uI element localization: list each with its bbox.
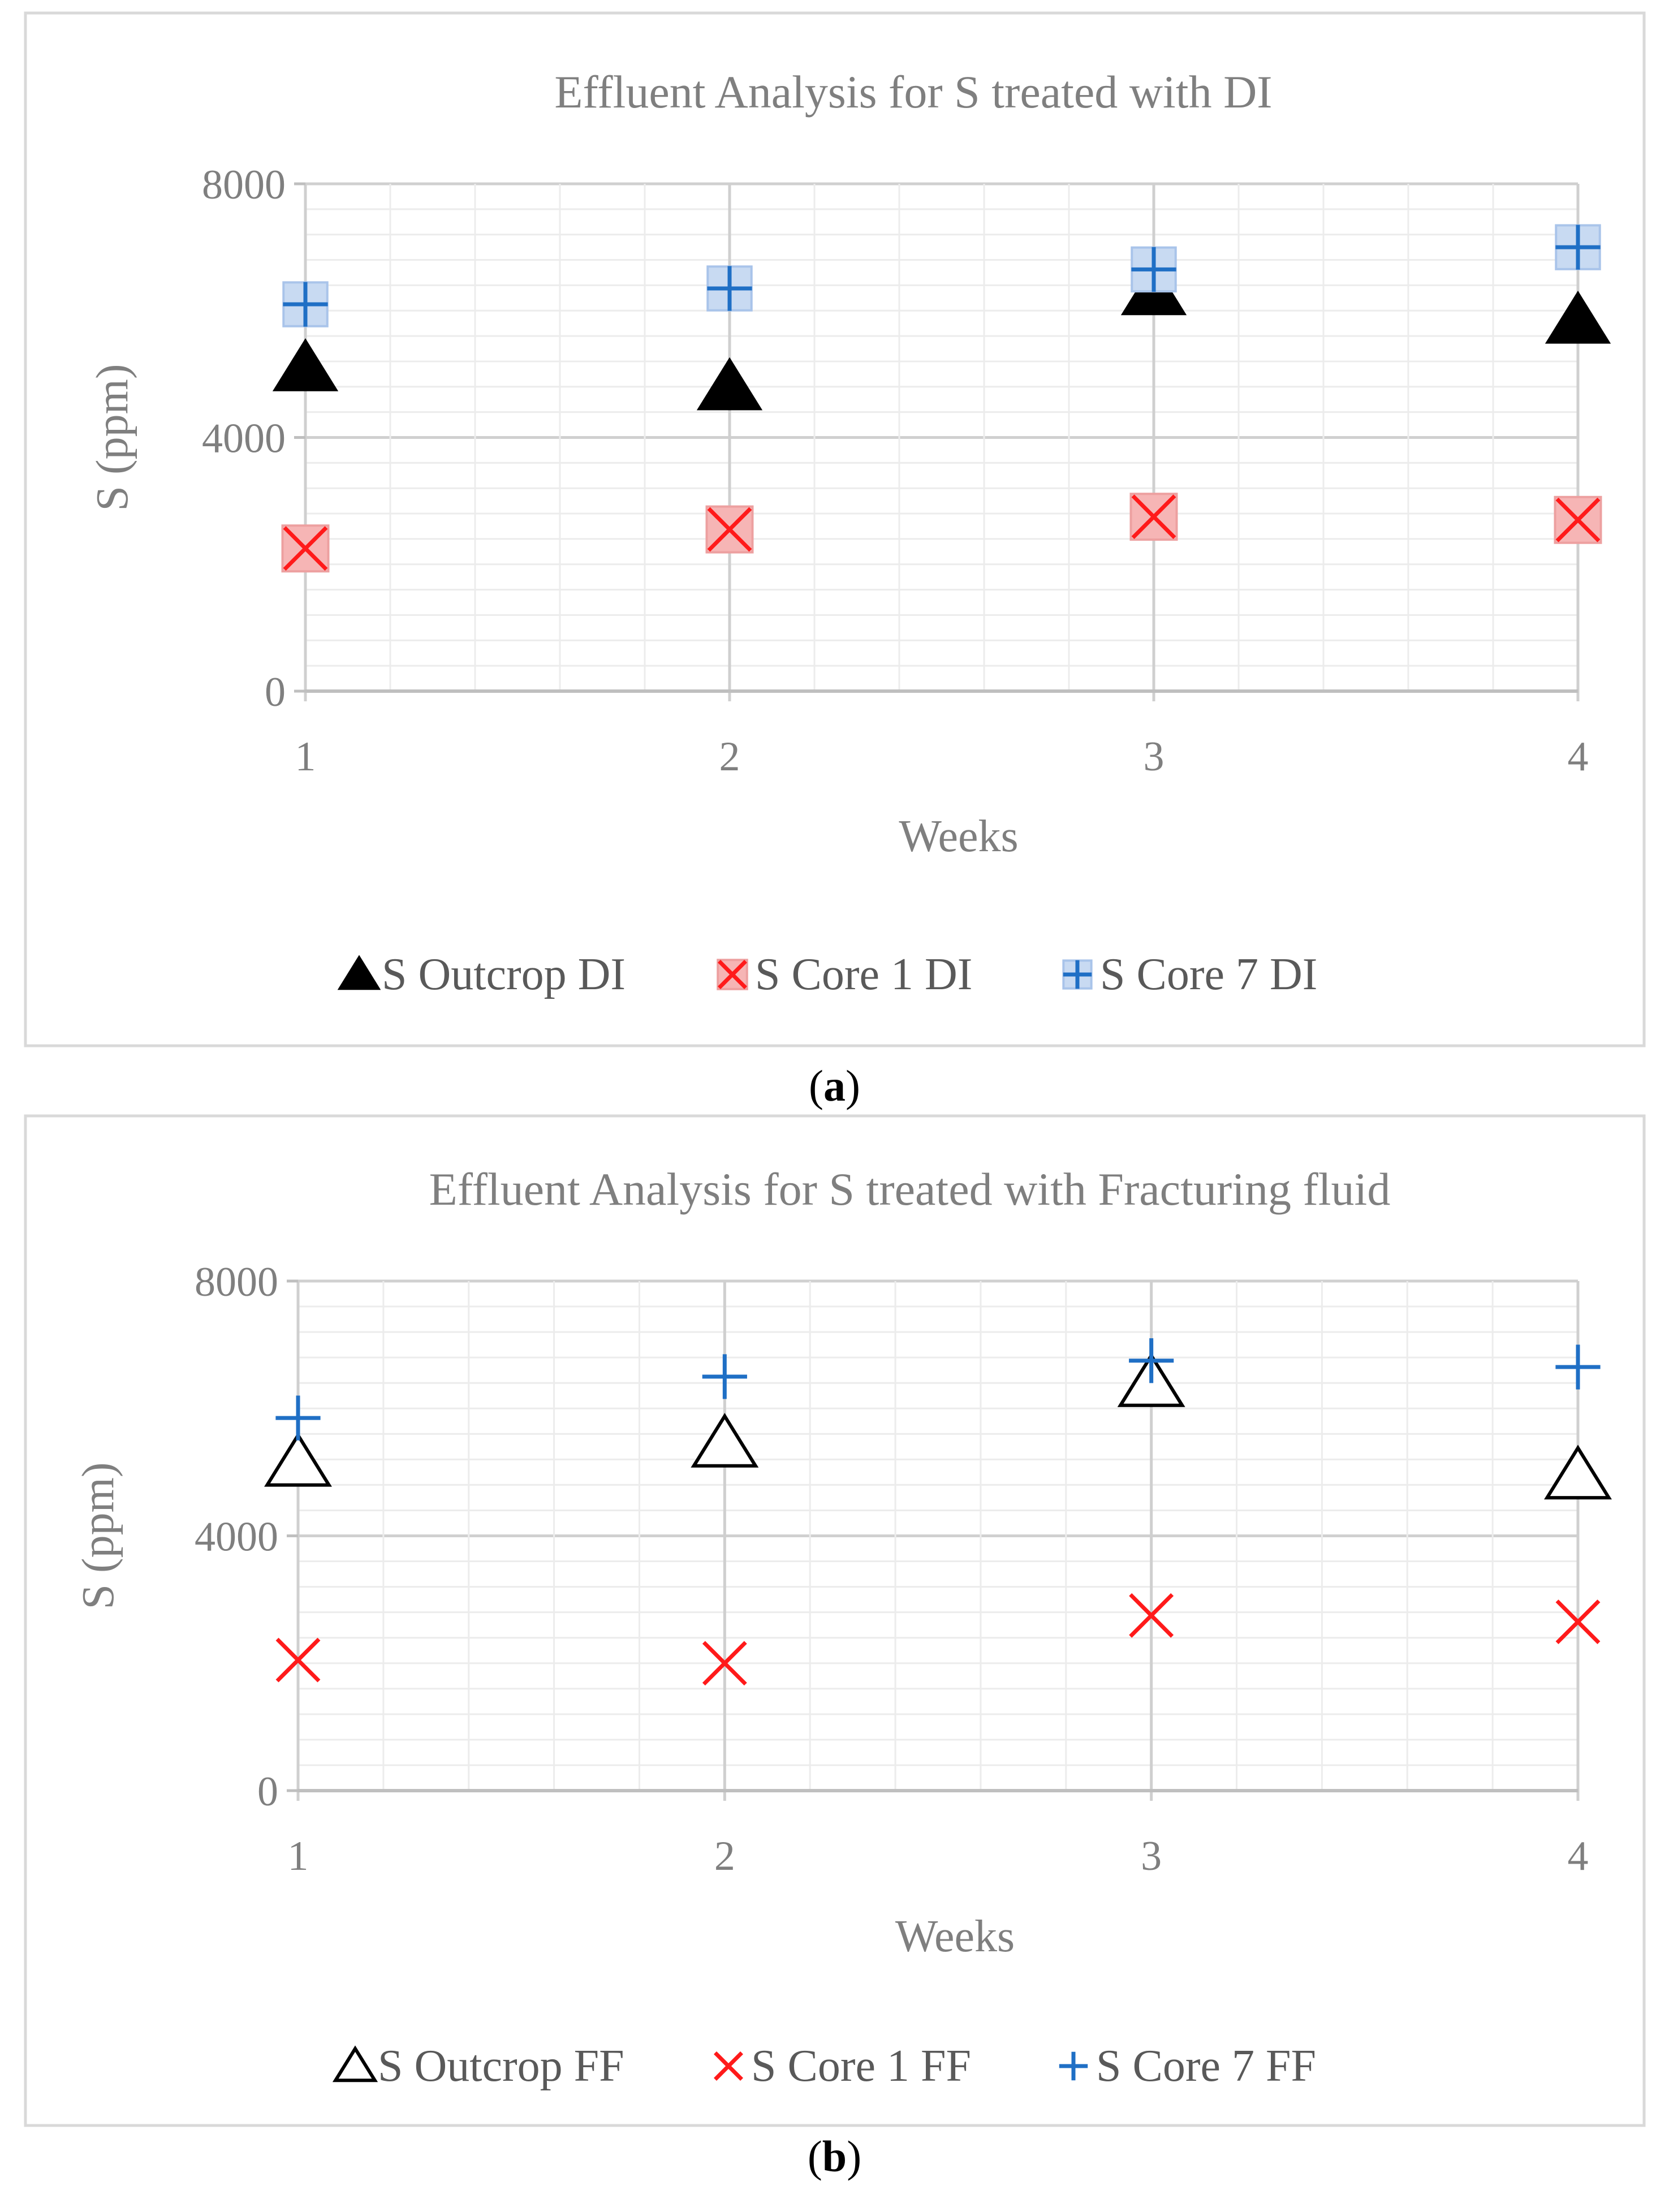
chart-panel-a: Effluent Analysis for S treated with DI 0… (0, 0, 1669, 1110)
chart-a-legend-marker-1-shape (337, 955, 381, 990)
chart-b-legend-label-2: S Core 1 FF (751, 2041, 971, 2091)
chart-b-title: Effluent Analysis for S treated with Fra… (429, 1163, 1391, 1215)
chart-b-point-s2-w1 (275, 1637, 321, 1683)
chart-b-point-s3-w1 (275, 1395, 321, 1441)
chart-a-ytick-4000: 4000 (202, 416, 286, 462)
chart-b-xtick-1: 1 (288, 1833, 309, 1879)
chart-a-series-3 (282, 224, 1601, 327)
chart-a-gridlines (304, 182, 1580, 701)
chart-b-point-s2-w2-stroke-2 (702, 1641, 747, 1686)
chart-b-ytick-8000: 8000 (195, 1259, 278, 1305)
chart-b-point-s3-w2 (702, 1354, 747, 1399)
chart-b-legend-marker-1 (332, 2045, 378, 2082)
chart-b-xtick-2: 2 (714, 1833, 735, 1879)
chart-a-point-s2-w1-stroke-2 (283, 526, 328, 571)
chart-b-ytick-0: 0 (257, 1769, 278, 1815)
chart-b-ylabel: S (ppm) (74, 1463, 123, 1610)
chart-a-legend: S Outcrop DI S Core 1 DI S Core 7 DI (337, 950, 1317, 999)
chart-a-svg: Effluent Analysis for S treated with DI 0… (24, 11, 1646, 1047)
chart-b-point-s1-w4-shape (1544, 1445, 1612, 1500)
chart-a-xtick-2: 2 (719, 734, 740, 780)
chart-a-point-s2-w4-stroke-2 (1555, 497, 1601, 542)
chart-b-point-s1-w1-shape (264, 1431, 332, 1487)
chart-b-legend-label-1: S Outcrop FF (378, 2041, 624, 2091)
chart-a-legend-marker-2-stroke-2 (718, 960, 747, 989)
chart-b-point-s3-w3 (1129, 1338, 1174, 1383)
chart-a-legend-label-3: S Core 7 DI (1100, 950, 1317, 999)
chart-a-point-s1-w2-shape (696, 357, 763, 411)
caption-a-label: a (823, 1061, 846, 1110)
chart-a-ytick-0: 0 (265, 669, 286, 715)
chart-b-point-s1-w2-shape (691, 1413, 759, 1468)
caption-b-label: b (822, 2132, 847, 2181)
chart-b-legend-marker-3 (1059, 2051, 1088, 2081)
chart-b-legend-marker-2 (714, 2051, 743, 2081)
chart-a-point-s1-w1 (272, 338, 339, 391)
chart-b-legend-marker-2-stroke-2 (714, 2051, 743, 2081)
chart-b-svg: Effluent Analysis for S treated with Fra… (24, 1114, 1646, 2127)
chart-a-point-s2-w2 (705, 505, 754, 554)
chart-b-series-3 (275, 1338, 1601, 1441)
chart-b-ytick-4000: 4000 (195, 1514, 278, 1560)
chart-b-frame (24, 1114, 1646, 2127)
chart-b-gridlines (296, 1279, 1580, 1801)
chart-a-series-2 (281, 493, 1602, 573)
chart-b-legend-marker-1-shape (332, 2045, 378, 2082)
chart-a-point-s2-w3 (1129, 493, 1178, 541)
chart-a-point-s3-w2 (706, 265, 753, 312)
caption-b: (b) (807, 2132, 862, 2181)
chart-a-point-s1-w4-shape (1545, 290, 1611, 344)
chart-b-xtick-3: 3 (1141, 1833, 1162, 1879)
chart-b-point-s1-w4 (1544, 1445, 1612, 1500)
chart-a-ytick-8000: 8000 (202, 162, 286, 208)
chart-b-point-s2-w2 (702, 1641, 747, 1686)
chart-a-title: Effluent Analysis for S treated with DI (554, 66, 1272, 118)
chart-b-point-s2-w3 (1129, 1593, 1174, 1638)
chart-a-series-1 (272, 262, 1611, 411)
chart-b-legend-label-3: S Core 7 FF (1096, 2041, 1316, 2091)
chart-b-series-2 (275, 1593, 1601, 1686)
chart-a-point-s1-w4 (1545, 290, 1611, 344)
chart-a-legend-label-2: S Core 1 DI (755, 950, 972, 999)
chart-b-legend: S Outcrop FF S Core 1 FF S Core 7 FF (332, 2041, 1316, 2091)
chart-a-xtick-1: 1 (295, 734, 316, 780)
chart-a-point-s2-w4 (1554, 495, 1602, 544)
chart-b-point-s2-w4-stroke-2 (1555, 1599, 1601, 1644)
chart-b-point-s3-w4 (1555, 1344, 1601, 1390)
chart-a-point-s2-w2-stroke-2 (707, 507, 752, 552)
chart-a-ylabel: S (ppm) (88, 364, 137, 511)
chart-b-point-s2-w1-stroke-2 (275, 1637, 321, 1683)
chart-a-point-s1-w1-shape (272, 338, 339, 391)
chart-a-point-s3-w3 (1131, 246, 1177, 293)
chart-a-point-s3-w1 (282, 281, 329, 327)
chart-a-legend-marker-3 (1062, 959, 1093, 990)
chart-a-legend-label-1: S Outcrop DI (382, 950, 626, 999)
chart-a-legend-marker-1 (337, 955, 381, 990)
chart-a-point-s3-w4 (1555, 224, 1601, 270)
chart-a-xtick-4: 4 (1568, 734, 1589, 780)
caption-a: (a) (809, 1061, 860, 1110)
chart-a-point-s2-w3-stroke-2 (1131, 494, 1176, 540)
chart-b-point-s2-w4 (1555, 1599, 1601, 1644)
chart-b-point-s1-w1 (264, 1431, 332, 1487)
chart-b-point-s1-w2 (691, 1413, 759, 1468)
chart-a-legend-marker-2 (717, 959, 748, 990)
chart-a-xtick-3: 3 (1144, 734, 1165, 780)
chart-b-xlabel: Weeks (895, 1912, 1015, 1961)
chart-a-xlabel: Weeks (899, 812, 1018, 861)
chart-panel-b: Effluent Analysis for S treated with Fra… (0, 1097, 1669, 2212)
chart-b-xtick-4: 4 (1568, 1833, 1589, 1879)
chart-a-point-s1-w2 (696, 357, 763, 411)
chart-a-point-s2-w1 (281, 524, 330, 573)
chart-b-point-s2-w3-stroke-2 (1129, 1593, 1174, 1638)
